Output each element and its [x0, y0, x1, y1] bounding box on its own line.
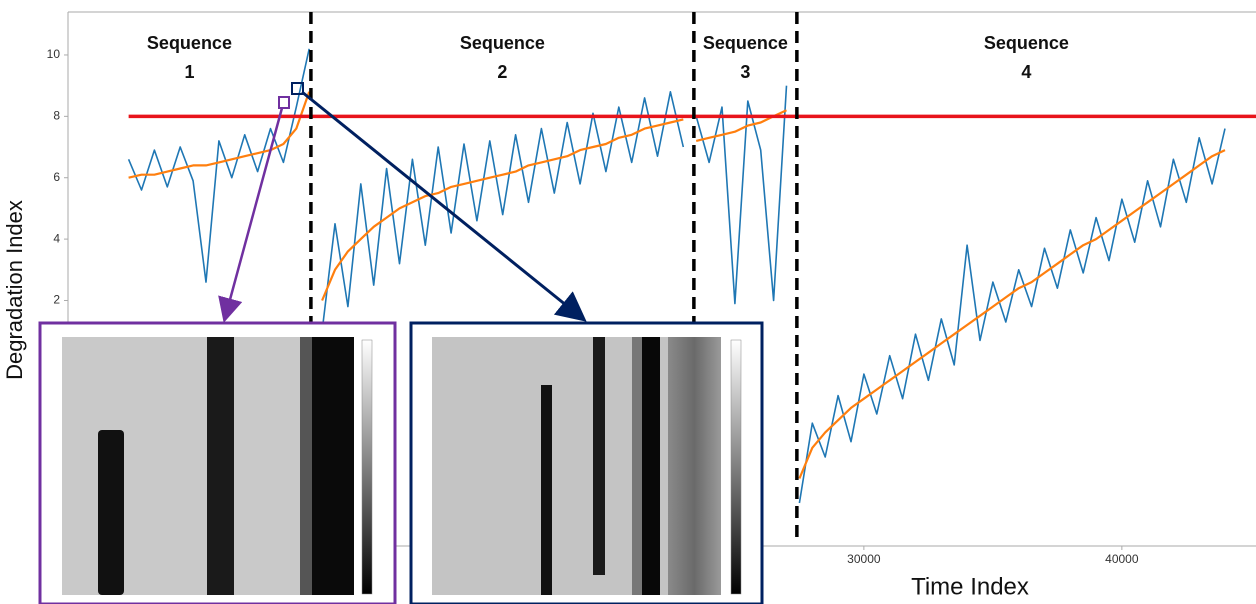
x-axis-label: Time Index: [911, 573, 1029, 600]
sequence-label: Sequence: [703, 33, 788, 53]
y-tick-label: 6: [53, 170, 60, 184]
smoothed-signal: [799, 150, 1225, 478]
sequence-label: Sequence: [147, 33, 232, 53]
y-tick-label: 4: [53, 231, 60, 245]
y-axis-label: Degradation Index: [2, 200, 27, 380]
x-tick-label: 40000: [1105, 552, 1139, 566]
chart: 2 4 6 8 10 30000 40000 Sequence 1 Sequence 2 Seque…: [0, 0, 1256, 604]
sequence-label: 2: [497, 62, 507, 82]
y-tick-label: 2: [53, 293, 60, 307]
sequence-label: 3: [740, 62, 750, 82]
raw-signal: [129, 49, 310, 282]
inset-image: [411, 323, 762, 604]
y-tick-label: 8: [53, 109, 60, 123]
raw-signal: [696, 86, 786, 304]
sequence-label: Sequence: [984, 33, 1069, 53]
inset-image: [40, 323, 395, 604]
sequence-label: 4: [1021, 62, 1031, 82]
smoothed-signal: [129, 92, 310, 178]
raw-signal: [799, 129, 1225, 503]
y-tick-label: 10: [47, 47, 61, 61]
sequence-label: 1: [184, 62, 194, 82]
x-tick-label: 30000: [847, 552, 881, 566]
sequence-label: Sequence: [460, 33, 545, 53]
raw-signal: [322, 92, 683, 331]
